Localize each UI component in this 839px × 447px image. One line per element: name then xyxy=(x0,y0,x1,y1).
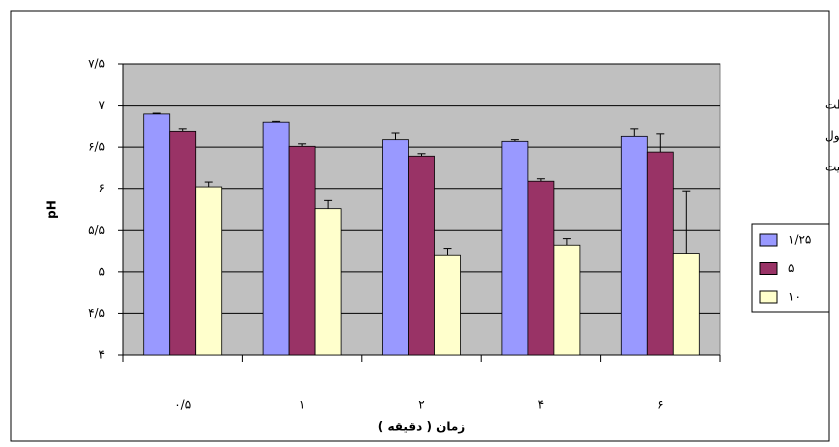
y-tick-label: ۴/۵ xyxy=(88,306,105,320)
bar xyxy=(527,180,555,356)
x-tick-label: ۴ xyxy=(538,398,544,412)
legend-swatch xyxy=(759,262,778,275)
bar xyxy=(434,254,461,356)
x-tick-label: ۱ xyxy=(299,398,305,412)
y-tick-label: ۶/۵ xyxy=(88,140,105,154)
bar xyxy=(408,155,435,356)
y-tick-label: ۵ xyxy=(99,264,105,278)
bar xyxy=(262,121,290,356)
legend-title: درصد غلظت xyxy=(825,98,839,113)
bar xyxy=(620,135,648,356)
y-axis-label: pH xyxy=(45,200,59,219)
legend-label: ۵ xyxy=(788,261,794,275)
bar xyxy=(382,139,409,356)
bar xyxy=(646,151,674,356)
bar xyxy=(195,186,223,356)
x-tick-label: ۰/۵ xyxy=(174,398,191,412)
y-tick-label: ۶ xyxy=(99,181,105,195)
y-tick-label: ۷ xyxy=(99,98,106,112)
legend-label: ۱/۲۵ xyxy=(788,233,811,247)
legend-title: محلول xyxy=(825,129,839,144)
y-tick-label: ۴ xyxy=(99,348,105,362)
bar xyxy=(553,244,581,356)
bar xyxy=(288,145,316,356)
bar xyxy=(501,140,529,356)
x-tick-label: ۲ xyxy=(418,398,424,412)
legend-swatch xyxy=(759,233,778,247)
legend-label: ۱۰ xyxy=(788,290,801,304)
y-tick-label: ۷/۵ xyxy=(88,57,105,71)
legend-swatch xyxy=(759,290,778,304)
x-axis-label: زمان ( دقیقه ) xyxy=(378,420,466,434)
legend-title: متابی سولفیت xyxy=(825,160,839,175)
bar xyxy=(169,130,197,356)
x-tick-label: ۶ xyxy=(657,398,663,412)
bar xyxy=(672,253,700,356)
bar xyxy=(143,113,171,356)
y-tick-label: ۵/۵ xyxy=(88,223,105,237)
bar xyxy=(314,208,342,356)
